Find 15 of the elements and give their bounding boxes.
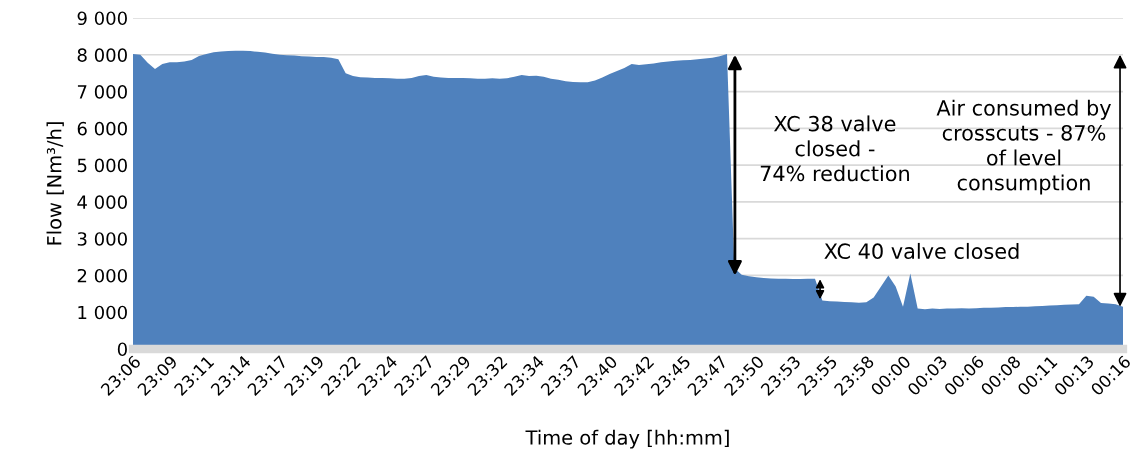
y-tick-label: 4 000 [77,195,127,210]
y-axis-title: Flow [Nm³/h] [46,122,64,245]
y-tick-label: 0 [117,342,127,357]
y-tick-label: 7 000 [77,85,127,99]
y-tick-label: 8 000 [77,48,127,62]
y-tick-label: 9 000 [77,11,127,26]
annotation: XC 40 valve closed [824,242,1019,260]
annotation: XC 38 valve closed - 74% reduction [760,115,909,182]
y-tick-label: 2 000 [77,268,127,283]
y-tick-label: 6 000 [77,121,127,136]
y-tick-label: 5 000 [77,158,127,173]
y-tick-label: 3 000 [77,232,127,246]
y-tick-label: 1 000 [78,305,127,320]
annotation: Air consumed by crosscuts - 87% of level consumption [936,99,1111,195]
x-axis-title: Time of day [hh:mm] [525,429,729,449]
